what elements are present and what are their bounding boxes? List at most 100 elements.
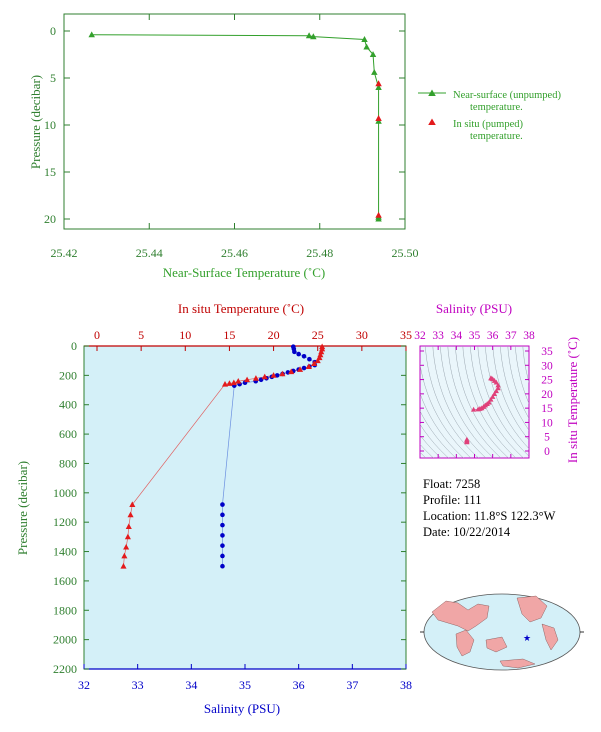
- salinity-point: [274, 373, 280, 378]
- unpumped-temperature-point: [305, 32, 313, 39]
- ts-density-contour: [420, 410, 457, 458]
- ts-y-tick-label: 15: [541, 403, 553, 415]
- ts-point: [491, 391, 498, 396]
- salinity-point: [220, 543, 225, 548]
- salinity-tick-label: 36: [293, 678, 305, 692]
- temperature-point: [311, 360, 318, 367]
- ts-x-tick-label: 36: [487, 330, 499, 342]
- ts-point: [470, 406, 477, 412]
- temperature-point: [125, 523, 132, 529]
- legend-label-unpumped: Near-surface (unpumped) temperature.: [453, 90, 561, 113]
- near-surface-y-tick-label: 20: [44, 212, 56, 226]
- temperature-point: [226, 380, 233, 386]
- temperature-tick-label: 5: [138, 328, 144, 342]
- ts-y-tick-label: 10: [541, 417, 553, 429]
- ts-x-tick-label: 35: [469, 330, 481, 342]
- profile-plot-area: [83, 345, 407, 670]
- ts-point: [475, 406, 481, 412]
- temperature-point: [252, 375, 259, 381]
- temperature-point: [297, 366, 304, 372]
- salinity-point: [220, 522, 225, 528]
- ts-density-contour: [507, 346, 529, 419]
- unpumped-temperature-point: [375, 215, 382, 222]
- ts-x-tick-label: 33: [432, 330, 444, 342]
- unpumped-temperature-point: [375, 84, 382, 90]
- ts-point: [495, 382, 501, 388]
- ts-point: [464, 439, 470, 445]
- salinity-tick-label: 32: [78, 678, 90, 692]
- ts-density-contour: [420, 423, 449, 458]
- ts-density-contour: [515, 346, 529, 404]
- ts-point: [490, 393, 496, 399]
- ts-y-tick-label: 25: [541, 375, 553, 387]
- ts-y-tick-label: 0: [544, 446, 550, 458]
- ts-y-tick-label: 5: [544, 432, 550, 444]
- unpumped-temperature-point: [371, 68, 378, 75]
- temperature-point: [314, 357, 321, 364]
- ts-x-tick-label: 32: [414, 330, 426, 342]
- near-surface-x-tick-label: 25.50: [392, 246, 419, 260]
- near-surface-y-tick-label: 15: [44, 165, 56, 179]
- salinity-point: [292, 349, 297, 355]
- near-surface-y-axis-label: Pressure (decibar): [28, 75, 43, 169]
- pressure-tick-label: 800: [59, 456, 77, 470]
- ts-y-tick-labels: 0 5 10 15 20 25 30 35: [541, 346, 553, 458]
- ts-density-contour: [470, 346, 524, 458]
- salinity-point: [220, 553, 225, 559]
- ts-x-tick-label: 37: [505, 330, 517, 342]
- pressure-tick-label: 1600: [53, 574, 77, 588]
- ts-point: [488, 396, 494, 402]
- temperature-tick-label: 20: [268, 328, 280, 342]
- profile-ticks: [83, 345, 407, 670]
- ts-density-contour: [425, 346, 479, 458]
- ts-y-axis-label: In situ Temperature (˚C): [565, 337, 580, 463]
- temperature-tick-label: 15: [223, 328, 235, 342]
- unpumped-temperature-point: [88, 31, 95, 38]
- ts-density-contour: [420, 362, 472, 458]
- legend-marker-pumped: [428, 118, 436, 125]
- float-id: Float: 7258: [423, 477, 481, 491]
- unpumped-temperature-point: [363, 43, 370, 50]
- ts-density-contour: [420, 434, 442, 458]
- float-location-marker: ★: [523, 634, 531, 644]
- ts-density-contour: [500, 346, 529, 431]
- salinity-point: [296, 351, 301, 357]
- ts-point: [493, 379, 499, 385]
- float-location-map: ★: [420, 593, 584, 671]
- pumped-temperature-point: [375, 80, 382, 87]
- temperature-tick-labels: 0 5 10 15 20 25 30 35: [94, 328, 412, 342]
- near-surface-x-tick-label: 25.46: [221, 246, 248, 260]
- profile-date: Date: 10/22/2014: [423, 525, 511, 539]
- ts-density-contour: [477, 346, 529, 457]
- salinity-tick-label: 38: [400, 678, 412, 692]
- ts-series: [464, 375, 501, 445]
- near-surface-series: [88, 31, 382, 222]
- near-surface-ticks: [63, 14, 406, 229]
- pressure-tick-label: 1800: [53, 603, 77, 617]
- ts-density-contour: [485, 346, 529, 449]
- near-surface-chart: 25.42 25.44 25.46 25.48 25.50 0 5 10 15 20 Near-…: [28, 13, 561, 280]
- pumped-temperature-point: [375, 115, 382, 121]
- salinity-point: [220, 533, 225, 538]
- unpumped-temperature-point: [369, 51, 377, 58]
- salinity-point: [220, 512, 225, 518]
- temperature-point: [270, 372, 277, 378]
- float-location: Location: 11.8°S 122.3°W: [423, 509, 556, 523]
- salinity-tick-label: 37: [346, 678, 358, 692]
- pressure-tick-label: 1200: [53, 515, 77, 529]
- legend-label-pumped: In situ (pumped) temperature.: [453, 119, 523, 142]
- temperature-tick-label: 35: [400, 328, 412, 342]
- ts-density-contour: [447, 346, 502, 458]
- near-surface-plot-frame: [63, 13, 406, 230]
- near-surface-y-tick-label: 10: [44, 118, 56, 132]
- pressure-tick-label: 0: [71, 339, 77, 353]
- pressure-tick-label: 1000: [53, 486, 77, 500]
- unpumped-temperature-point: [310, 33, 317, 40]
- temperature-tick-label: 25: [312, 328, 324, 342]
- near-surface-x-tick-label: 25.42: [51, 246, 78, 260]
- near-surface-y-tick-label: 0: [50, 24, 56, 38]
- temperature-point: [120, 563, 127, 569]
- pressure-tick-label: 2200: [53, 662, 77, 676]
- salinity-axis-label: Salinity (PSU): [204, 701, 280, 716]
